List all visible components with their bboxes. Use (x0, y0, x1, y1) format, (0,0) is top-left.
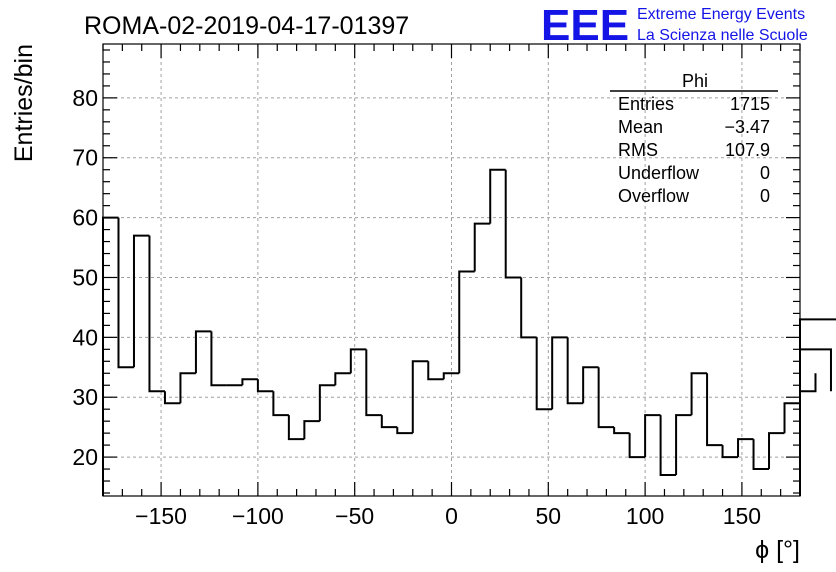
axis-ticks (102, 44, 801, 496)
histogram-bin (535, 337, 553, 411)
histogram-bin (179, 372, 196, 404)
x-tick-label: −150 (135, 503, 187, 529)
histogram-bin (799, 318, 836, 496)
x-tick-label: 0 (445, 503, 458, 529)
histogram-bin (458, 270, 475, 374)
x-tick-label: −50 (335, 503, 374, 529)
histogram-bin (442, 372, 460, 380)
logo-line-2: La Scienza nelle Scuole (637, 27, 808, 44)
stats-box: Phi Entries 1715 Mean −3.47 RMS 107.9 Underflo… (610, 71, 778, 206)
histogram-bin (737, 438, 754, 458)
y-tick-label: 80 (72, 85, 98, 111)
y-tick-label: 60 (72, 205, 98, 231)
histogram-bin (411, 360, 429, 434)
stats-label: Overflow (618, 186, 690, 206)
stats-title: Phi (682, 71, 708, 91)
histogram-bin (287, 415, 305, 441)
x-tick-label: 100 (626, 503, 664, 529)
y-tick-label: 70 (72, 145, 98, 171)
histogram-bin (473, 222, 491, 272)
y-tick-label: 50 (72, 264, 98, 290)
stats-label: RMS (618, 140, 658, 160)
chart-title: ROMA-02-2019-04-17-01397 (84, 12, 409, 40)
histogram-bin (613, 427, 630, 435)
histogram-bin (566, 337, 584, 405)
histogram-bin (117, 217, 134, 369)
histogram-bin (334, 372, 351, 386)
x-tick-labels: −150 −100 −50 0 50 100 150 (135, 503, 761, 529)
histogram-bin (721, 445, 739, 459)
stats-value: 0 (760, 186, 770, 206)
histogram-bin (504, 169, 522, 279)
histogram-bin (210, 331, 227, 387)
logo-line-1: Extreme Energy Events (637, 6, 805, 23)
histogram-bin (102, 216, 119, 496)
stats-label: Entries (618, 94, 674, 114)
histogram-bin (783, 402, 800, 434)
histogram-bin (800, 373, 817, 393)
histogram-bin (644, 414, 661, 458)
grid-lines (103, 44, 800, 496)
histogram-bin (365, 349, 382, 417)
stats-value: −3.47 (724, 117, 770, 137)
histogram-bin (241, 378, 258, 386)
histogram-bin (380, 415, 398, 429)
stats-value: 1715 (730, 94, 770, 114)
stats-rows: Entries 1715 Mean −3.47 RMS 107.9 Underflow 0 Ov… (618, 94, 770, 206)
x-tick-label: −100 (232, 503, 284, 529)
histogram-bin (489, 168, 506, 224)
histogram-bin (628, 433, 646, 459)
histogram-bin (706, 373, 723, 447)
histogram-bin (520, 277, 537, 339)
histogram-bin (148, 235, 165, 393)
stats-value: 107.9 (725, 140, 770, 160)
histogram-bin (551, 336, 568, 410)
histogram-bin (303, 420, 320, 440)
histogram-bin (582, 366, 599, 404)
y-tick-label: 30 (72, 384, 98, 410)
y-tick-labels: 20 30 40 50 60 70 80 (72, 85, 98, 470)
histogram-bin (132, 234, 150, 368)
stats-label: Mean (618, 117, 663, 137)
stats-label: Underflow (618, 163, 700, 183)
y-tick-label: 40 (72, 324, 98, 350)
histogram-bin (690, 372, 708, 416)
x-axis-title: ϕ [°] (755, 536, 800, 564)
stats-value: 0 (760, 163, 770, 183)
histogram-bin (675, 414, 692, 476)
histogram-bin (349, 348, 367, 374)
histogram-bin (272, 391, 289, 417)
x-tick-label: 150 (723, 503, 761, 529)
histogram-bin (800, 348, 832, 392)
histogram-bin (768, 432, 785, 470)
histogram-bin (318, 384, 336, 422)
x-tick-label: 50 (536, 503, 562, 529)
histogram-bars (102, 168, 836, 496)
histogram-bin (597, 367, 615, 429)
histogram-bin (163, 391, 181, 405)
y-tick-label: 20 (72, 444, 98, 470)
histogram-bin (256, 379, 274, 393)
histogram-bin (194, 330, 212, 374)
eee-logo: EEE (541, 1, 629, 50)
histogram-bin (427, 361, 444, 381)
histogram-bin (396, 427, 413, 435)
histogram-bin (659, 415, 677, 477)
histogram-bin (752, 439, 770, 471)
y-axis-title: Entries/bin (10, 44, 38, 162)
